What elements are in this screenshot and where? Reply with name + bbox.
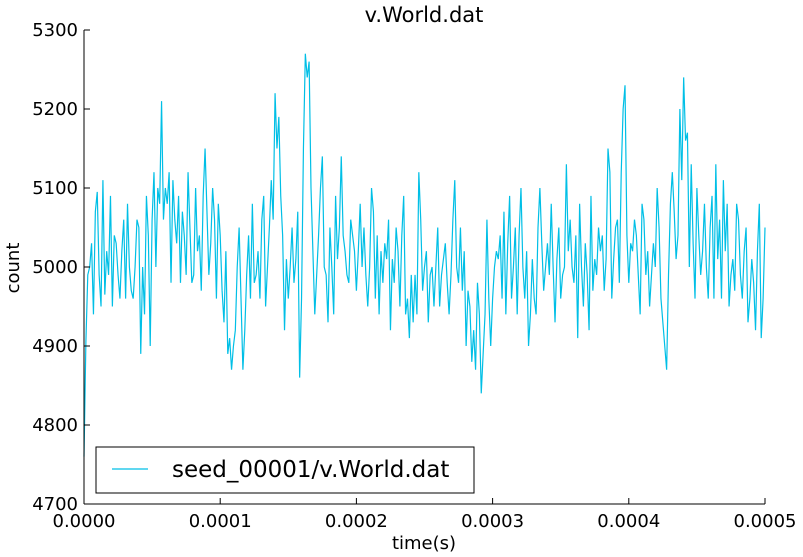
x-tick-label: 0.0004 xyxy=(597,511,660,532)
y-tick-label: 5100 xyxy=(32,178,78,199)
x-tick-label: 0.0001 xyxy=(189,511,252,532)
x-axis-ticks: 0.0000 0.0001 0.0002 0.0003 0.0004 0.0005 xyxy=(53,498,797,532)
legend: seed_00001/v.World.dat xyxy=(95,446,475,494)
y-axis-label: count xyxy=(3,243,24,294)
legend-box xyxy=(95,446,475,494)
y-tick-label: 5200 xyxy=(32,99,78,120)
x-tick-label: 0.0002 xyxy=(325,511,388,532)
chart-title: v.World.dat xyxy=(365,3,484,27)
y-tick-label: 4800 xyxy=(32,415,78,436)
y-tick-label: 5300 xyxy=(32,20,78,41)
plot-area xyxy=(83,53,766,457)
y-tick-label: 4900 xyxy=(32,336,78,357)
x-tick-label: 0.0000 xyxy=(53,511,116,532)
x-tick-label: 0.0005 xyxy=(734,511,797,532)
y-tick-label: 5000 xyxy=(32,257,78,278)
x-axis-label: time(s) xyxy=(392,533,456,554)
y-tick-label: 4700 xyxy=(32,494,78,515)
series-line-seed-00001 xyxy=(83,53,766,457)
legend-label: seed_00001/v.World.dat xyxy=(172,457,449,483)
y-axis-ticks: 4700 4800 4900 5000 5100 5200 5300 xyxy=(32,20,90,515)
x-tick-label: 0.0003 xyxy=(461,511,524,532)
